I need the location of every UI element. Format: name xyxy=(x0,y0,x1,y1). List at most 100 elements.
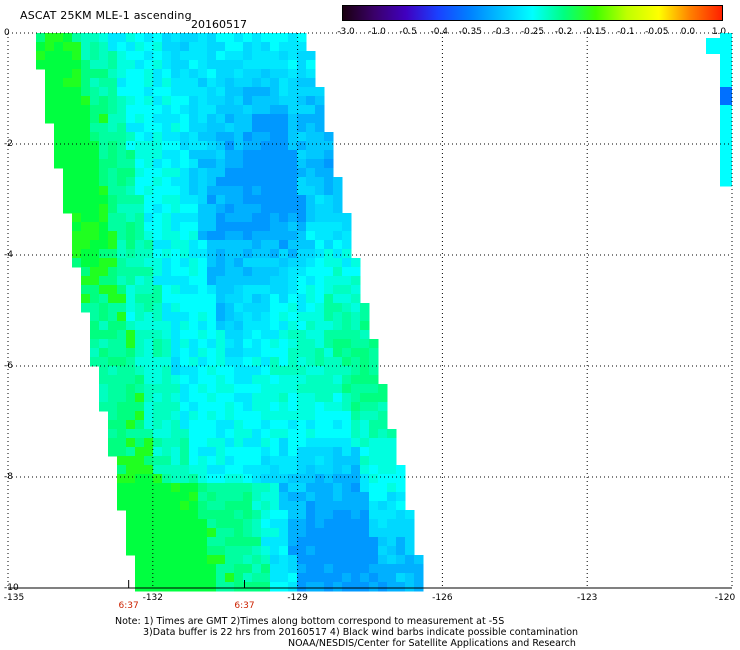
swath-cell xyxy=(162,69,172,79)
swath-cell xyxy=(378,438,388,448)
swath-cell xyxy=(180,150,190,160)
swath-cell xyxy=(108,69,118,79)
swath-cell xyxy=(108,285,118,295)
swath-cell xyxy=(261,573,271,583)
swath-cell xyxy=(72,78,82,88)
swath-cell xyxy=(216,366,226,376)
swath-cell xyxy=(153,564,163,574)
swath-cell xyxy=(252,33,262,43)
swath-cell xyxy=(378,510,388,520)
swath-cell xyxy=(99,204,109,214)
swath-cell xyxy=(135,114,145,124)
swath-cell xyxy=(207,393,217,403)
swath-cell xyxy=(270,258,280,268)
swath-cell xyxy=(288,438,298,448)
swath-cell xyxy=(108,51,118,61)
swath-cell xyxy=(360,366,370,376)
swath-cell xyxy=(225,87,235,97)
swath-cell xyxy=(279,429,289,439)
swath-cell xyxy=(315,564,325,574)
swath-cell xyxy=(153,240,163,250)
swath-cell xyxy=(72,177,82,187)
swath-cell xyxy=(216,168,226,178)
colorbar-tick-label: -0.1 xyxy=(616,27,635,37)
swath-cell xyxy=(234,348,244,358)
swath-cell xyxy=(279,60,289,70)
swath-cell xyxy=(54,78,64,88)
swath-cell xyxy=(342,537,352,547)
swath-cell xyxy=(378,447,388,457)
swath-cell xyxy=(306,69,316,79)
swath-cell xyxy=(243,438,253,448)
swath-cell xyxy=(207,204,217,214)
swath-cell xyxy=(234,267,244,277)
swath-cell xyxy=(333,312,343,322)
swath-cell xyxy=(90,276,100,286)
swath-cell xyxy=(261,312,271,322)
swath-cell xyxy=(153,582,163,592)
swath-cell xyxy=(306,204,316,214)
swath-cell xyxy=(216,276,226,286)
swath-cell xyxy=(342,240,352,250)
swath-cell xyxy=(324,267,334,277)
swath-cell xyxy=(153,312,163,322)
swath-cell xyxy=(342,501,352,511)
swath-cell xyxy=(45,114,55,124)
swath-cell xyxy=(261,276,271,286)
swath-cell xyxy=(333,456,343,466)
swath-cell xyxy=(234,429,244,439)
swath-cell xyxy=(297,339,307,349)
swath-cell xyxy=(189,447,199,457)
swath-cell xyxy=(396,465,406,475)
swath-cell xyxy=(279,321,289,331)
swath-cell xyxy=(153,537,163,547)
swath-cell xyxy=(342,213,352,223)
swath-cell xyxy=(225,51,235,61)
swath-cell xyxy=(360,483,370,493)
swath-cell xyxy=(207,276,217,286)
swath-cell xyxy=(270,330,280,340)
swath-cell xyxy=(198,348,208,358)
swath-cell xyxy=(297,429,307,439)
swath-cell xyxy=(315,114,325,124)
swath-cell xyxy=(108,114,118,124)
swath-cell xyxy=(198,492,208,502)
swath-cell xyxy=(108,150,118,160)
swath-cell xyxy=(216,258,226,268)
swath-cell xyxy=(126,510,136,520)
swath-cell xyxy=(252,510,262,520)
swath-cell xyxy=(135,429,145,439)
swath-cell xyxy=(162,267,172,277)
swath-cell xyxy=(225,177,235,187)
swath-cell xyxy=(81,249,91,259)
swath-cell xyxy=(288,132,298,142)
swath-cell xyxy=(225,294,235,304)
swath-cell xyxy=(207,411,217,421)
swath-cell xyxy=(117,33,127,43)
swath-cell xyxy=(351,582,361,592)
swath-cell xyxy=(162,195,172,205)
swath-cell xyxy=(207,402,217,412)
swath-cell xyxy=(333,204,343,214)
swath-cell xyxy=(306,87,316,97)
swath-cell xyxy=(135,312,145,322)
swath-cell xyxy=(243,510,253,520)
swath-cell xyxy=(198,186,208,196)
swath-cell xyxy=(117,51,127,61)
swath-cell xyxy=(360,312,370,322)
swath-cell xyxy=(333,384,343,394)
swath-cell xyxy=(153,267,163,277)
swath-cell xyxy=(144,348,154,358)
swath-cell xyxy=(99,303,109,313)
swath-cell xyxy=(90,159,100,169)
swath-cell xyxy=(270,474,280,484)
swath-cell xyxy=(216,195,226,205)
swath-cell xyxy=(126,240,136,250)
swath-cell xyxy=(369,420,379,430)
swath-cell xyxy=(360,420,370,430)
swath-cell xyxy=(153,60,163,70)
swath-cell xyxy=(270,105,280,115)
swath-cell xyxy=(279,555,289,565)
swath-cell xyxy=(180,528,190,538)
swath-cell xyxy=(279,447,289,457)
